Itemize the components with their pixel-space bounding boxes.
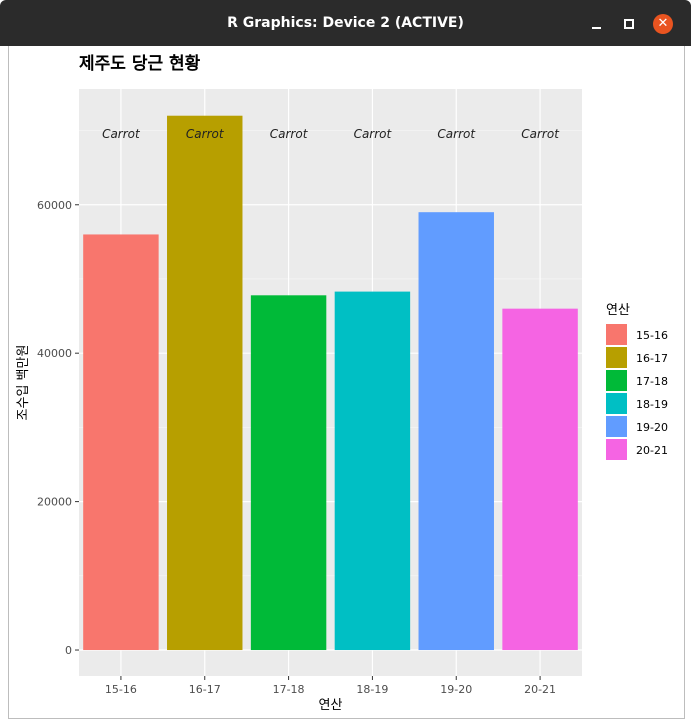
legend-label: 19-20 (636, 421, 668, 434)
legend-label: 16-17 (636, 352, 668, 365)
plot-panel (79, 89, 582, 676)
title-bar[interactable]: R Graphics: Device 2 (ACTIVE) ✕ (0, 0, 691, 46)
bar-label: Carrot (102, 127, 141, 141)
bar-label: Carrot (354, 127, 393, 141)
legend-title: 연산 (606, 303, 630, 318)
bar-17-18 (250, 295, 327, 651)
bar-label: Carrot (186, 127, 225, 141)
bar-15-16 (83, 234, 159, 651)
legend-key-16-17 (606, 347, 627, 368)
minimize-button[interactable] (588, 15, 606, 33)
plot-area: 제주도 당근 현황 Carrot Carrot Carrot Carrot Carrot C… (8, 46, 685, 719)
bar-label: Carrot (437, 127, 476, 141)
legend-label: 20-21 (636, 444, 668, 457)
legend-label: 18-19 (636, 398, 668, 411)
legend-key-18-19 (606, 393, 627, 414)
bar-label: Carrot (270, 127, 309, 141)
chart-title: 제주도 당근 현황 (79, 54, 201, 74)
bar-label: Carrot (521, 127, 560, 141)
x-tick-label: 18-19 (356, 683, 388, 696)
legend-label: 15-16 (636, 329, 668, 342)
x-tick-label: 15-16 (105, 683, 137, 696)
bar-19-20 (418, 212, 494, 651)
x-tick-label: 19-20 (440, 683, 472, 696)
x-axis-title: 연산 (319, 698, 343, 713)
y-tick-label: 20000 (37, 496, 72, 509)
bar-chart: 제주도 당근 현황 Carrot Carrot Carrot Carrot Carrot C… (16, 54, 668, 713)
x-tick-label: 20-21 (524, 683, 556, 696)
y-axis-title: 조수입 백만원 (16, 345, 31, 421)
maximize-button[interactable] (620, 15, 638, 33)
bar-18-19 (334, 291, 411, 651)
bar-16-17 (167, 115, 243, 651)
y-tick-label: 60000 (37, 199, 72, 212)
legend-label: 17-18 (636, 375, 668, 388)
bar-20-21 (502, 308, 578, 651)
legend-key-19-20 (606, 416, 627, 437)
y-tick-label: 40000 (37, 347, 72, 360)
window-title: R Graphics: Device 2 (ACTIVE) (227, 15, 464, 31)
x-tick-label: 17-18 (273, 683, 305, 696)
legend-key-17-18 (606, 370, 627, 391)
x-tick-label: 16-17 (189, 683, 221, 696)
y-tick-label: 0 (65, 644, 72, 657)
legend-key-15-16 (606, 324, 627, 345)
legend-key-20-21 (606, 439, 627, 460)
close-button[interactable]: ✕ (653, 14, 673, 34)
